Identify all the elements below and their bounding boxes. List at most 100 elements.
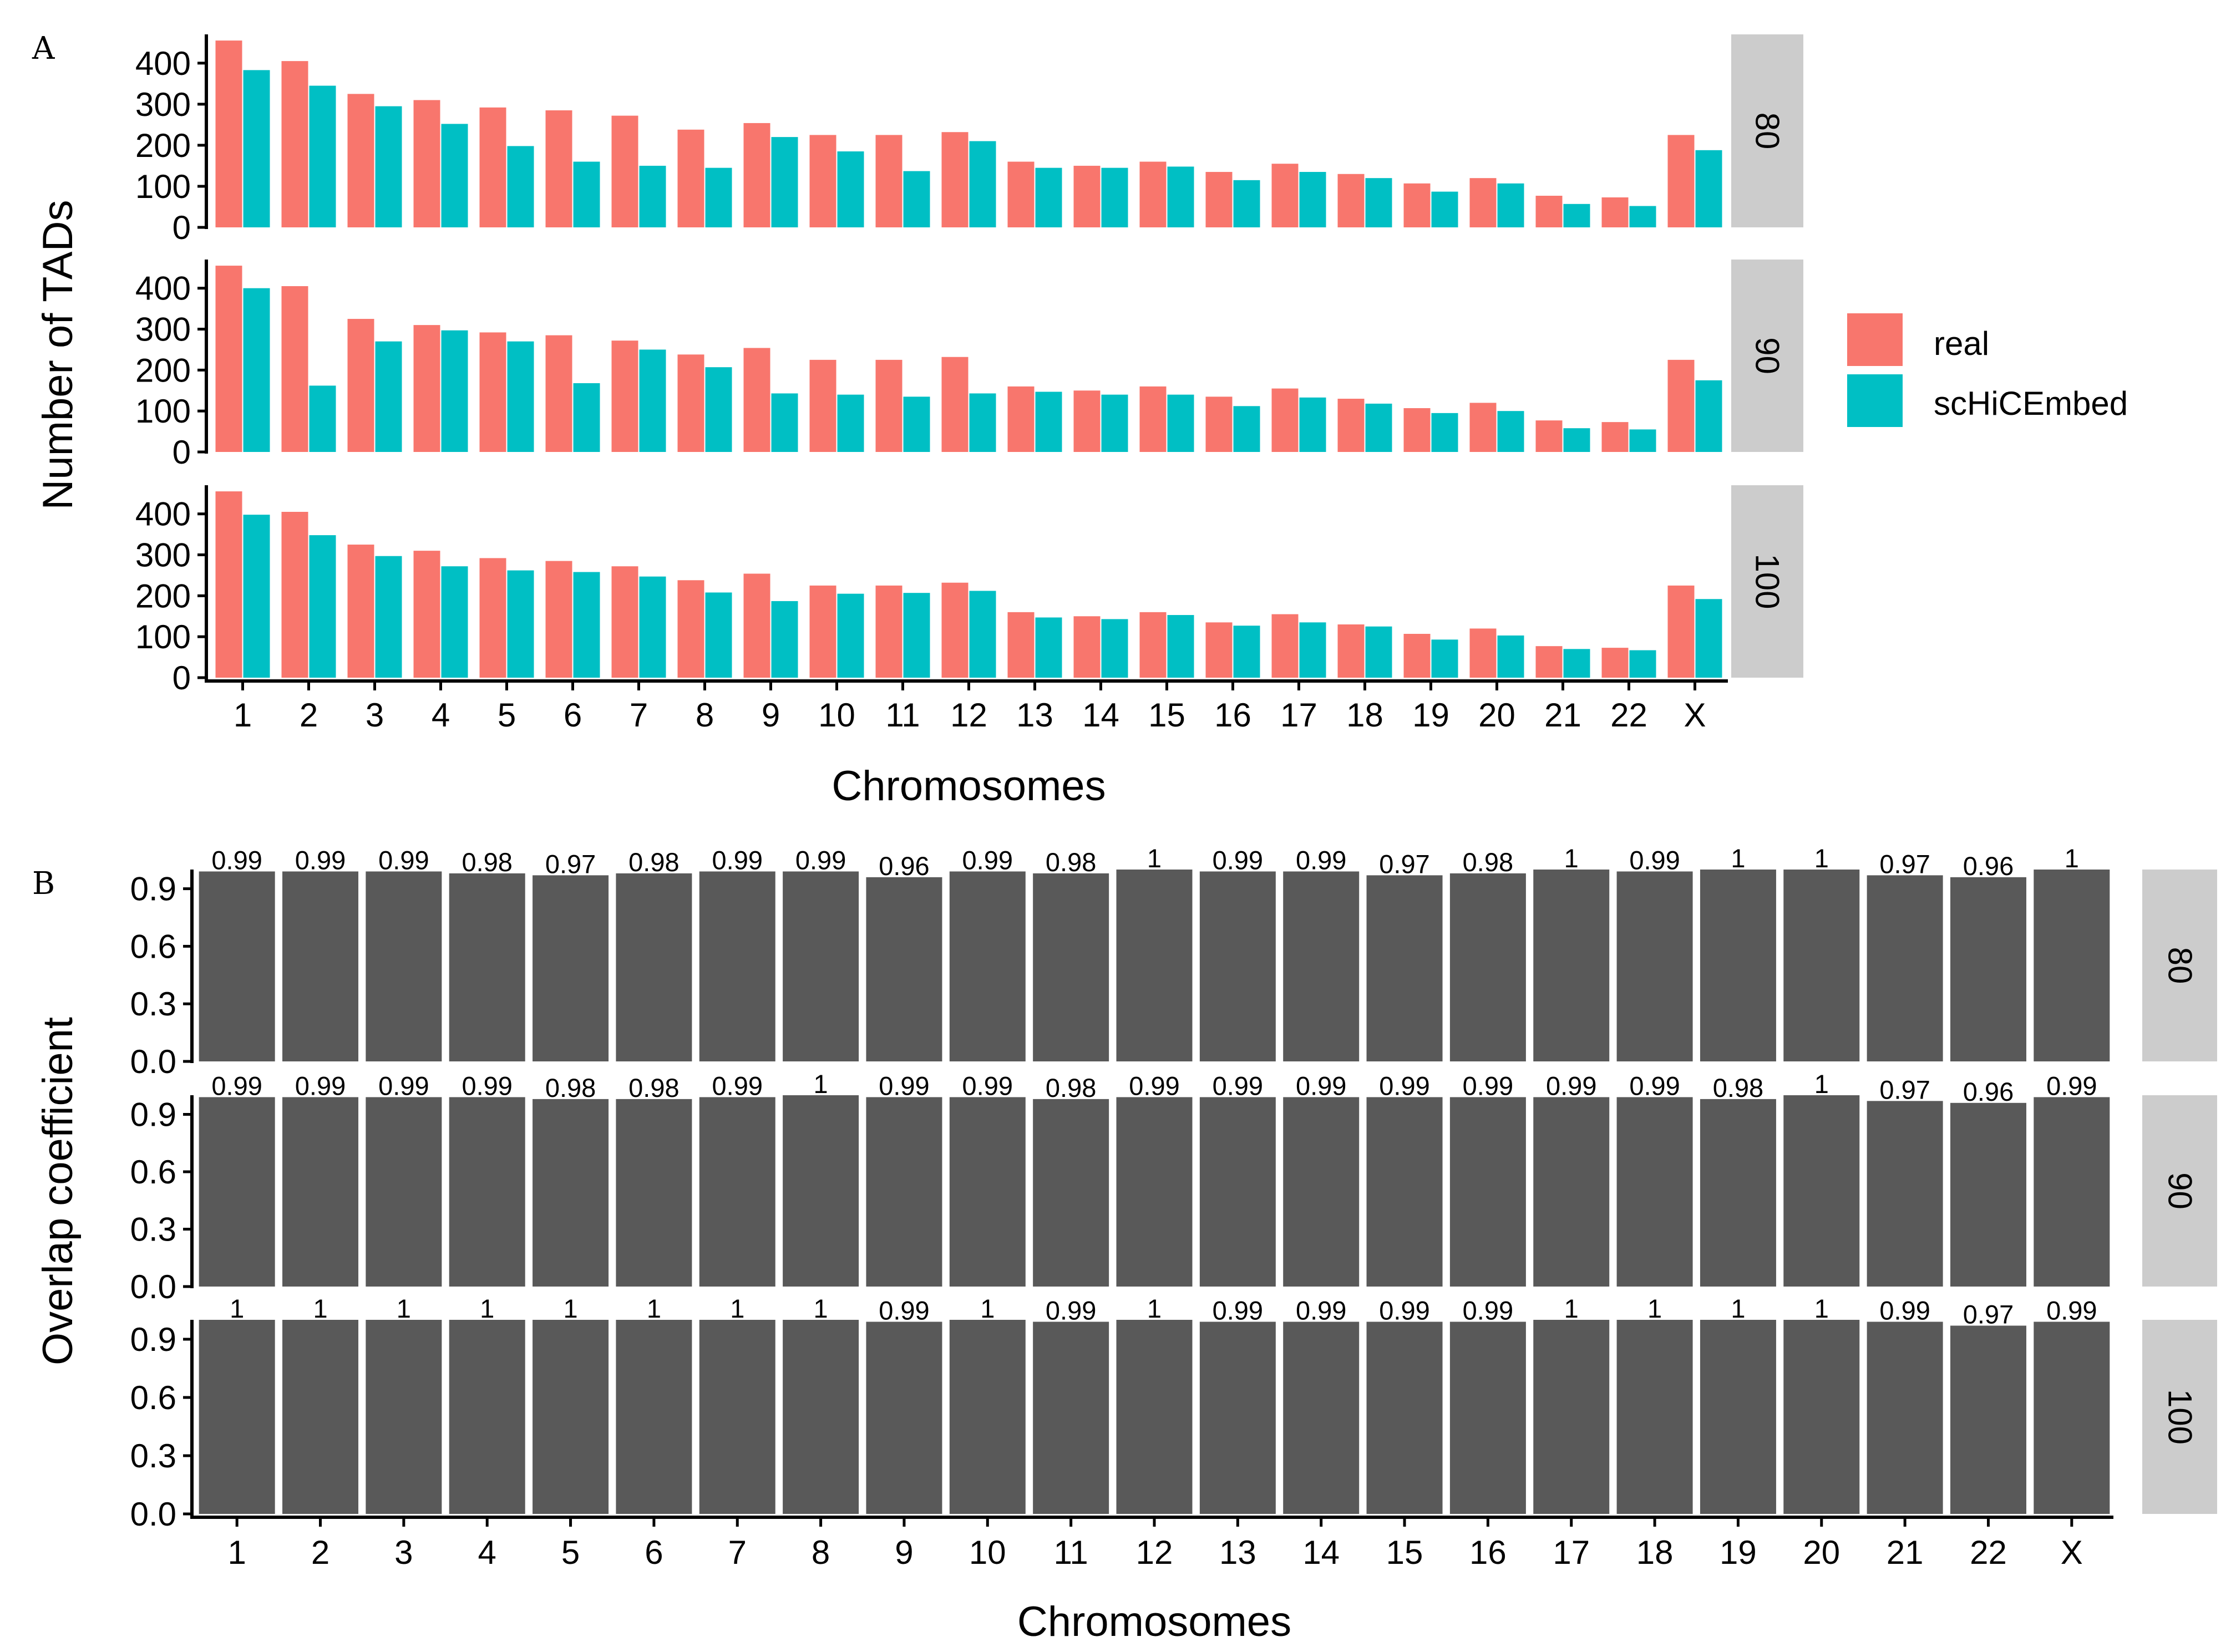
- panel-a-x-tick-label: 7: [630, 697, 648, 734]
- panel-b-bar-value-label: 0.98: [1046, 847, 1096, 877]
- panel-a-y-tick-label: 200: [135, 352, 191, 389]
- panel-b-bar: [282, 1097, 359, 1287]
- panel-a-bar-scHiCEmbed: [1695, 599, 1722, 678]
- panel-a-bar-real: [215, 491, 242, 678]
- panel-a-bar-real: [1007, 386, 1035, 452]
- panel-a-bar-scHiCEmbed: [771, 601, 798, 678]
- panel-b-bar-value-label: 1: [2065, 843, 2079, 873]
- panel-b-bar: [449, 1097, 525, 1287]
- panel-a-bar-real: [1535, 646, 1563, 678]
- panel-a-bar-scHiCEmbed: [639, 349, 666, 452]
- panel-a-bar-real: [479, 332, 506, 452]
- panel-b-bar-value-label: 0.97: [545, 849, 596, 878]
- panel-a-bar-real: [677, 580, 704, 678]
- panel-a-bar-real: [1205, 172, 1233, 227]
- panel-b-x-tick-label: 7: [728, 1534, 747, 1571]
- panel-a-bar-scHiCEmbed: [243, 70, 270, 227]
- panel-b-bar: [783, 1320, 859, 1514]
- panel-a-bar-real: [1667, 359, 1695, 452]
- panel-a-facet-label: 90: [1749, 337, 1786, 374]
- panel-a-bar-scHiCEmbed: [639, 576, 666, 678]
- panel-b-bar: [699, 1097, 775, 1287]
- panel-a-bar-scHiCEmbed: [1629, 429, 1656, 452]
- panel-b-facet-label: 80: [2162, 947, 2199, 984]
- panel-b-bar-value-label: 0.99: [1129, 1071, 1179, 1100]
- panel-a-bar-real: [347, 545, 374, 678]
- panel-b-bar-value-label: 0.99: [1879, 1296, 1930, 1325]
- panel-b-bar: [1533, 1320, 1610, 1514]
- panel-a-bar-real: [941, 582, 969, 678]
- panel-b-x-tick-label: 3: [394, 1534, 413, 1571]
- panel-b-bar-value-label: 0.98: [628, 847, 679, 877]
- panel-a-bar-real: [809, 135, 836, 227]
- panel-b-bar: [1449, 1097, 1526, 1287]
- panel-a-bar-real: [1403, 183, 1431, 227]
- panel-a-x-tick-label: 10: [818, 697, 855, 734]
- panel-b-bar-value-label: 0.99: [1296, 845, 1346, 875]
- panel-b-bar-value-label: 0.99: [1046, 1296, 1096, 1325]
- panel-b-bar-value-label: 0.99: [211, 845, 262, 875]
- panel-a-bar-real: [1073, 390, 1101, 452]
- panel-a-x-tick-label: 2: [300, 697, 318, 734]
- panel-a-facet-strip: [1731, 485, 1803, 678]
- panel-a-y-tick-label: 200: [135, 127, 191, 164]
- panel-b-bar: [1616, 1097, 1693, 1287]
- panel-b-bar: [1700, 1099, 1776, 1287]
- panel-a-bar-real: [215, 40, 242, 227]
- panel-a-x-tick-label: 5: [498, 697, 516, 734]
- panel-b-bar: [949, 1097, 1026, 1287]
- panel-b-y-tick-label: 0.9: [130, 1096, 176, 1133]
- panel-b-bar-value-label: 0.99: [962, 1071, 1013, 1100]
- panel-a-y-tick-label: 400: [135, 496, 191, 533]
- panel-b-bar: [449, 873, 525, 1061]
- panel-a-bar-scHiCEmbed: [1035, 617, 1062, 678]
- panel-a-bar-scHiCEmbed: [1629, 206, 1656, 227]
- panel-b-bar-value-label: 0.99: [295, 1071, 346, 1100]
- panel-a-bar-scHiCEmbed: [837, 394, 864, 452]
- panel-b-bar: [1867, 1321, 1943, 1514]
- panel-b-bar: [616, 1099, 692, 1287]
- panel-a-x-tick-label: 13: [1016, 697, 1053, 734]
- panel-a-bar-scHiCEmbed: [507, 341, 534, 452]
- panel-b-bar: [2034, 1097, 2110, 1287]
- panel-a-bar-scHiCEmbed: [1431, 413, 1458, 452]
- panel-b-x-tick-label: 21: [1887, 1534, 1924, 1571]
- panel-b-y-tick-label: 0.9: [130, 871, 176, 908]
- panel-a-bar-real: [743, 573, 770, 678]
- panel-a-bar-real: [1667, 585, 1695, 678]
- panel-b-x-tick-label: 20: [1803, 1534, 1840, 1571]
- panel-a-bar-scHiCEmbed: [969, 141, 996, 227]
- panel-b-facet-label: 100: [2162, 1389, 2199, 1445]
- panel-a-bar-scHiCEmbed: [903, 397, 930, 452]
- panel-a-bar-real: [809, 585, 836, 678]
- panel-a-bar-real: [1271, 164, 1299, 227]
- panel-a-bar-real: [1139, 161, 1167, 227]
- panel-a-bar-real: [1601, 648, 1629, 678]
- panel-a-bar-scHiCEmbed: [771, 393, 798, 452]
- panel-b-bar: [783, 871, 859, 1061]
- legend-swatch-real: [1847, 313, 1903, 366]
- panel-b-y-tick-label: 0.6: [130, 1153, 176, 1191]
- panel-b-bar-value-label: 0.97: [1963, 1300, 2014, 1329]
- panel-b-bar-value-label: 0.99: [1546, 1071, 1596, 1100]
- panel-b-bar: [1950, 1102, 2026, 1287]
- panel-b-bar-value-label: 0.99: [879, 1296, 929, 1325]
- panel-a-bar-real: [1469, 178, 1497, 227]
- panel-b-bar: [616, 873, 692, 1061]
- panel-b-bar-value-label: 1: [730, 1294, 744, 1323]
- panel-b-bar: [1533, 1097, 1610, 1287]
- panel-a-bar-real: [1535, 420, 1563, 452]
- panel-a-bar-scHiCEmbed: [1563, 649, 1590, 678]
- panel-b-bar-value-label: 0.97: [1879, 849, 1930, 878]
- panel-b-bar: [949, 871, 1026, 1061]
- panel-a-y-tick-label: 100: [135, 393, 191, 430]
- panel-a-bar-scHiCEmbed: [441, 330, 468, 452]
- panel-a-y-tick-label: 0: [173, 434, 191, 471]
- panel-a-y-tick-label: 100: [135, 168, 191, 205]
- panel-b-bar-value-label: 0.99: [879, 1071, 929, 1100]
- panel-a-bar-scHiCEmbed: [309, 535, 336, 678]
- panel-b-bar-value-label: 0.99: [2046, 1296, 2097, 1325]
- panel-b-x-tick-label: 13: [1219, 1534, 1256, 1571]
- panel-b-bar-value-label: 0.99: [462, 1071, 512, 1100]
- panel-a-bar-scHiCEmbed: [1233, 180, 1260, 227]
